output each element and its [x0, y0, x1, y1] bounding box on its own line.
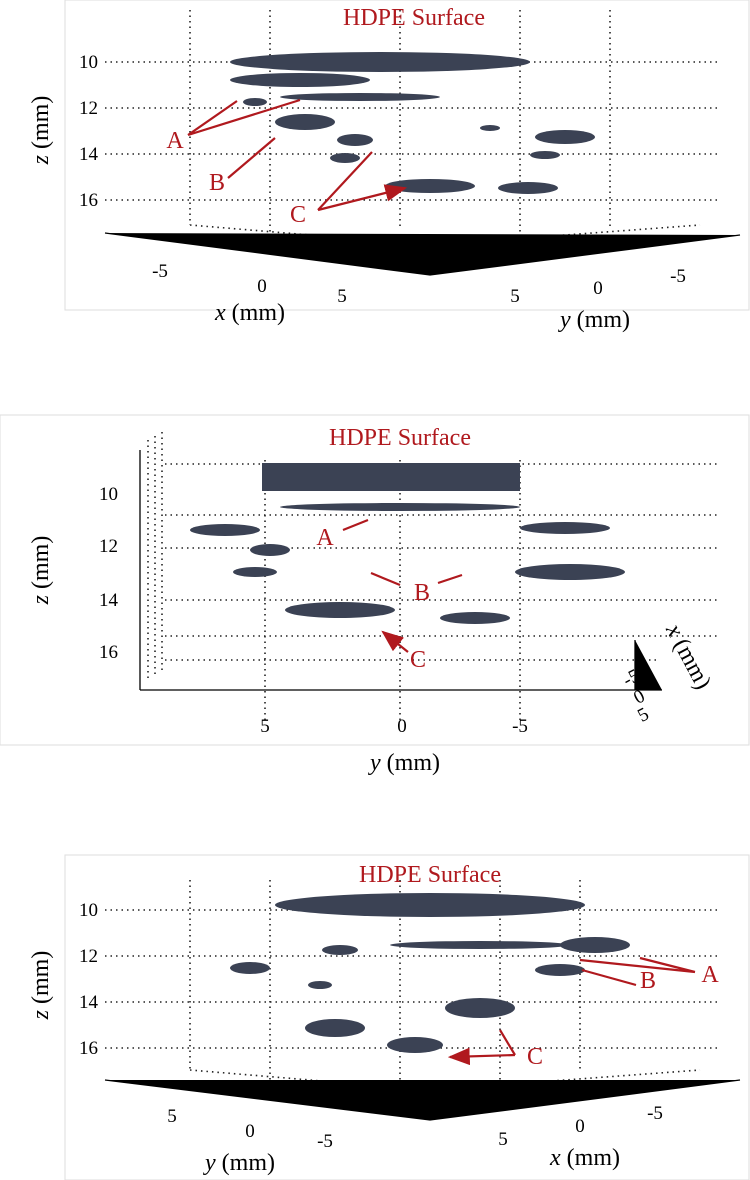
axis-tick-label: 0 — [575, 1116, 585, 1137]
axis-label-unit: (mm) — [216, 1150, 275, 1176]
axis-label: y (mm) — [203, 1150, 275, 1176]
z-tick-label: 14 — [99, 590, 119, 611]
axis-label-var: y — [203, 1150, 216, 1176]
axis-tick-label: -5 — [317, 1131, 333, 1152]
annotation-label: B — [414, 580, 430, 606]
axis-label-var: y — [368, 750, 381, 776]
annotation-label: A — [316, 525, 334, 551]
z-axis-label-var: z — [28, 1009, 54, 1020]
axis-label-var: x — [549, 1145, 561, 1171]
axis-label: y (mm) — [558, 307, 630, 333]
axis-tick-label: 0 — [593, 278, 603, 299]
axis-label: x (mm) — [549, 1145, 620, 1171]
axis-label-var: x — [214, 300, 226, 326]
z-tick-label: 12 — [79, 946, 98, 967]
z-axis-label-unit: (mm) — [28, 96, 54, 155]
axis-tick-label: -5 — [647, 1103, 663, 1124]
axis-label-var: y — [558, 307, 571, 333]
axis-label-unit: (mm) — [561, 1145, 620, 1171]
annotation-label: C — [290, 202, 306, 228]
axis-label: x (mm) — [214, 300, 285, 326]
axis-label-unit: (mm) — [226, 300, 285, 326]
z-tick-label: 10 — [79, 52, 98, 73]
z-axis-label-var: z — [28, 594, 54, 605]
panel-title: HDPE Surface — [359, 862, 501, 888]
annotation-label: A — [701, 962, 719, 988]
panel-3-layout — [64, 854, 750, 1180]
axis-tick-label: -5 — [512, 716, 528, 737]
z-axis-label-var: z — [28, 154, 54, 165]
axis-label: y (mm) — [368, 750, 440, 776]
annotation-label: C — [527, 1044, 543, 1070]
annotation-label: B — [209, 170, 225, 196]
axis-tick-label: 0 — [257, 276, 267, 297]
z-tick-label: 16 — [79, 190, 98, 211]
axis-label: x (mm) — [660, 619, 716, 694]
z-tick-label: 14 — [79, 992, 99, 1013]
annotation-label: B — [640, 968, 656, 994]
axis-tick-label: 0 — [397, 716, 407, 737]
axis-tick-label: -5 — [670, 266, 686, 287]
z-axis-label: z (mm) — [28, 536, 54, 606]
panel-2-layout — [0, 414, 750, 746]
panel-title: HDPE Surface — [329, 425, 471, 451]
axis-label-unit: (mm) — [381, 750, 440, 776]
z-tick-label: 10 — [99, 484, 118, 505]
axis-label-unit: (mm) — [665, 629, 716, 694]
z-tick-label: 10 — [79, 900, 98, 921]
panel-1-layout — [64, 0, 750, 311]
axis-tick-label: 5 — [167, 1106, 177, 1127]
annotation-label: A — [166, 128, 184, 154]
z-tick-label: 14 — [79, 144, 99, 165]
axis-tick-label: 5 — [260, 716, 270, 737]
panel-title: HDPE Surface — [343, 5, 485, 31]
axis-tick-label: 5 — [510, 286, 520, 307]
axis-tick-label: 5 — [498, 1129, 508, 1150]
z-axis-label: z (mm) — [28, 96, 54, 166]
annotation-label: C — [410, 647, 426, 673]
axis-tick-label: 5 — [634, 704, 652, 727]
axis-tick-label: -5 — [152, 261, 168, 282]
z-axis-label-unit: (mm) — [28, 951, 54, 1010]
z-tick-label: 12 — [79, 98, 98, 119]
axis-tick-label: 0 — [245, 1121, 255, 1142]
z-axis-label: z (mm) — [28, 951, 54, 1021]
z-tick-label: 16 — [99, 642, 118, 663]
axis-label-unit: (mm) — [571, 307, 630, 333]
z-tick-label: 12 — [99, 536, 118, 557]
z-axis-label-unit: (mm) — [28, 536, 54, 595]
z-tick-label: 16 — [79, 1038, 98, 1059]
axis-tick-label: 5 — [337, 286, 347, 307]
